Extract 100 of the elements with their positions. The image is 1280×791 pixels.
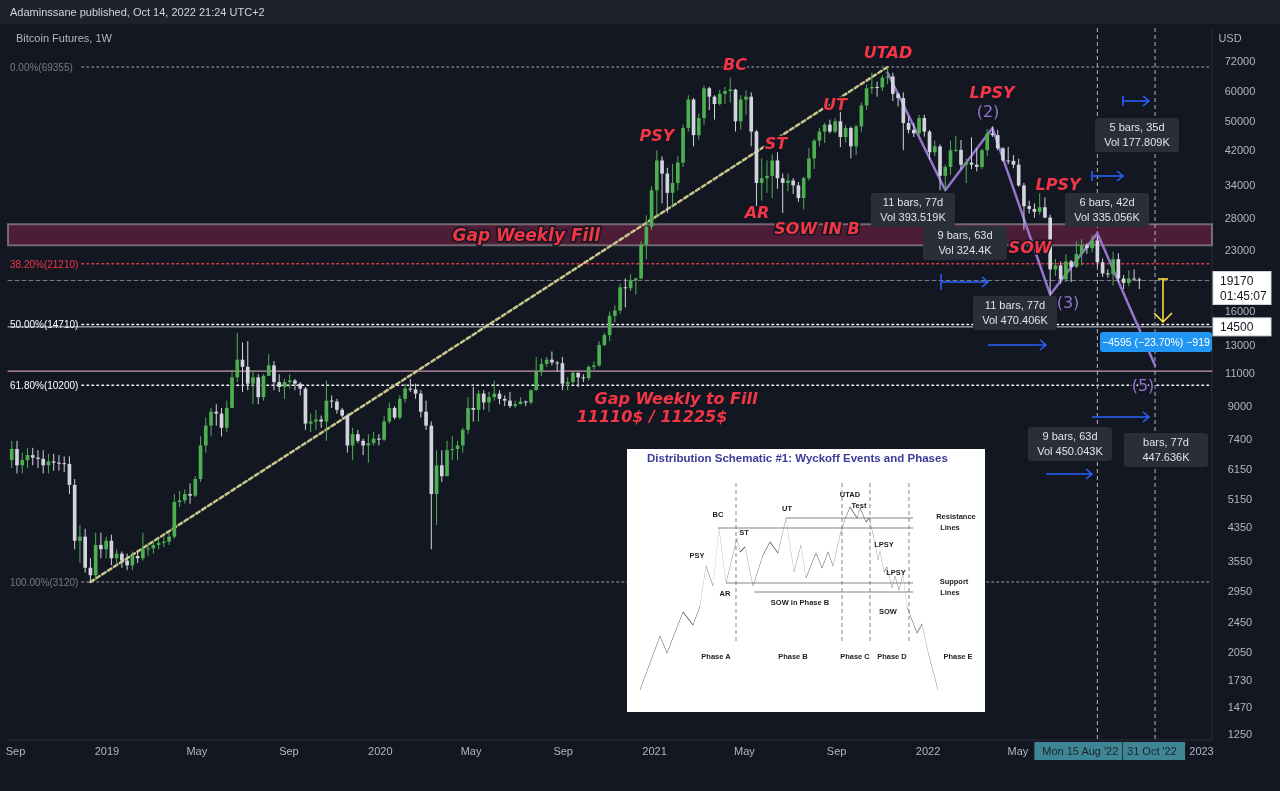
y-tick-label: 1730 <box>1227 673 1253 686</box>
candlestick <box>377 433 381 446</box>
candlestick <box>1111 251 1115 287</box>
candlestick <box>534 356 539 391</box>
y-tick-label: 16000 <box>1224 304 1256 317</box>
candlestick <box>613 304 617 323</box>
annotation: 6 bars, 42d Vol 335.056K <box>1074 196 1141 223</box>
annotation: LPSY <box>969 83 1016 102</box>
candlestick <box>675 155 680 191</box>
y-tick-label: 5150 <box>1227 492 1253 505</box>
y-tick-label: 23000 <box>1224 244 1256 257</box>
candlestick <box>985 128 990 157</box>
candlestick <box>1037 192 1042 216</box>
y-tick-label: 11000 <box>1225 366 1255 379</box>
candlestick <box>980 148 984 170</box>
candlestick <box>167 532 171 546</box>
annotation: 11 bars, 77d Vol 393.519K <box>880 196 947 223</box>
candlestick <box>1022 182 1026 231</box>
candlestick <box>922 114 927 138</box>
candlestick <box>287 373 292 390</box>
annotation: 9 bars, 63d Vol 450.043K <box>1037 430 1104 457</box>
candlestick <box>1106 268 1110 279</box>
candlestick <box>15 440 19 474</box>
candlestick <box>266 353 271 377</box>
candlestick <box>9 440 14 469</box>
candlestick <box>146 542 150 557</box>
text: Adaminssane published, Oct 14, 2022 21:24 UTC+2 <box>10 6 265 18</box>
x-tick-label: 2020 <box>368 745 393 757</box>
candlestick <box>875 81 879 98</box>
candlestick <box>439 449 444 483</box>
y-tick-label: 1250 <box>1227 727 1253 740</box>
x-tick-label: 2019 <box>94 745 120 757</box>
ref-line-label: 31 Oct '22 <box>1127 745 1177 757</box>
x-tick-label: 2021 <box>642 745 667 757</box>
candlestick <box>398 394 402 421</box>
candlestick <box>1090 234 1094 253</box>
candlestick <box>555 360 560 372</box>
candlestick <box>41 449 46 474</box>
candlestick <box>104 536 108 559</box>
candlestick <box>125 553 129 571</box>
y-tick-label: 1470 <box>1227 700 1253 713</box>
y-tick-label: 2450 <box>1227 616 1253 629</box>
y-tick-label: 2050 <box>1227 645 1253 658</box>
y-tick-label: 2950 <box>1227 585 1253 598</box>
candlestick <box>492 379 497 402</box>
candlestick <box>770 153 775 199</box>
x-tick-label: May <box>460 745 482 757</box>
candlestick <box>943 164 948 191</box>
candlestick <box>193 475 198 498</box>
y-tick-label: 3550 <box>1227 554 1253 567</box>
y-tick-label: 9000 <box>1227 400 1253 413</box>
annotation: (3) <box>1056 293 1080 312</box>
candlestick <box>508 391 512 409</box>
annotation: Distribution Schematic #1: Wyckoff Events and Phases <box>647 452 948 464</box>
ref-line-label: 14500 <box>1220 319 1254 334</box>
candlestick <box>917 114 921 137</box>
x-tick-label: Sep <box>553 745 573 757</box>
candlestick <box>460 427 465 454</box>
candlestick <box>891 72 895 102</box>
annotation: BC <box>723 55 748 74</box>
annotation: 11110$ / 11225$ <box>576 407 728 426</box>
candlestick <box>854 124 858 156</box>
candlestick <box>471 386 476 423</box>
candlestick <box>314 409 318 431</box>
candlestick <box>466 396 470 435</box>
candlestick <box>1085 242 1089 255</box>
candlestick <box>723 86 727 105</box>
ref-line-label: 50.00%(14710) <box>10 319 79 331</box>
ref-line-label: 0.00%(69355) <box>10 61 73 73</box>
annotation: SOW IN B <box>774 219 860 238</box>
ref-line-label: 38.20%(21210) <box>10 258 79 270</box>
ref-line-label: 100.00%(3120) <box>10 577 79 589</box>
band-label: Gap Weekly Fill <box>452 224 602 245</box>
y-tick-label: 34000 <box>1224 179 1256 192</box>
candlestick <box>209 407 213 437</box>
y-axis-title: USD <box>1218 32 1242 44</box>
candlestick <box>256 373 261 405</box>
candlestick <box>896 91 900 107</box>
candlestick <box>801 176 806 210</box>
candlestick <box>188 482 192 505</box>
y-tick-label: 13000 <box>1224 339 1256 352</box>
y-tick-label: 42000 <box>1224 144 1256 157</box>
x-tick-label: 2023 <box>1189 745 1214 757</box>
candlestick <box>245 340 250 391</box>
candlestick <box>959 139 963 170</box>
x-tick-label: Sep <box>826 745 847 757</box>
candlestick <box>807 147 811 182</box>
annotation: LPSY <box>1035 175 1082 194</box>
candlestick <box>738 94 743 131</box>
candlestick <box>780 173 785 214</box>
candlestick <box>20 452 25 474</box>
candlestick <box>1016 158 1021 188</box>
candlestick <box>849 125 853 159</box>
candlestick <box>592 360 596 371</box>
y-tick-label: 28000 <box>1224 211 1256 224</box>
candlestick <box>408 378 413 393</box>
candlestick <box>1064 253 1068 283</box>
candlestick <box>665 167 670 214</box>
candlestick <box>272 360 276 391</box>
candlestick <box>403 383 407 403</box>
